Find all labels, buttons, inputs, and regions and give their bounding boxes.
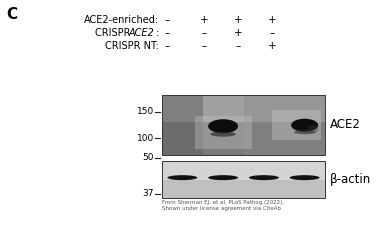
Ellipse shape — [291, 119, 318, 132]
Text: –: – — [235, 41, 241, 51]
Text: +: + — [234, 15, 242, 25]
Bar — [162, 95, 325, 155]
Text: +: + — [200, 15, 208, 25]
Text: 150: 150 — [137, 107, 154, 116]
Text: C: C — [6, 7, 17, 22]
Text: 37: 37 — [142, 189, 154, 198]
Ellipse shape — [210, 132, 236, 137]
Ellipse shape — [290, 175, 320, 180]
Text: +: + — [268, 41, 276, 51]
Text: 50: 50 — [142, 154, 154, 162]
Text: From Sherman EJ, et al. PLoS Pathog (2022).: From Sherman EJ, et al. PLoS Pathog (202… — [162, 200, 284, 205]
Text: 100: 100 — [137, 134, 154, 143]
Text: ACE2-enriched:: ACE2-enriched: — [84, 15, 159, 25]
Text: ACE2: ACE2 — [128, 28, 154, 38]
Text: –: – — [270, 28, 275, 38]
Bar — [162, 161, 325, 198]
Ellipse shape — [294, 130, 315, 134]
Text: CRISPR: CRISPR — [95, 28, 134, 38]
Bar — [162, 161, 325, 198]
Bar — [162, 95, 325, 122]
Bar — [243, 95, 325, 155]
Text: –: – — [201, 28, 207, 38]
Bar — [272, 110, 321, 140]
Ellipse shape — [306, 125, 319, 133]
Text: –: – — [164, 41, 170, 51]
Bar — [162, 161, 325, 180]
Text: +: + — [268, 15, 276, 25]
Text: –: – — [164, 28, 170, 38]
Text: Shown under license agreement via CiteAb: Shown under license agreement via CiteAb — [162, 206, 281, 211]
Bar — [162, 95, 203, 155]
Ellipse shape — [249, 175, 279, 180]
Text: CRISPR NT:: CRISPR NT: — [105, 41, 159, 51]
Ellipse shape — [208, 175, 238, 180]
Text: –: – — [164, 15, 170, 25]
Ellipse shape — [208, 119, 238, 133]
Ellipse shape — [167, 175, 198, 180]
Text: β-actin: β-actin — [330, 173, 371, 186]
Text: ACE2: ACE2 — [330, 119, 361, 132]
Text: :: : — [156, 28, 159, 38]
Bar — [162, 95, 325, 155]
Text: +: + — [234, 28, 242, 38]
Text: –: – — [201, 41, 207, 51]
Bar — [194, 116, 252, 149]
